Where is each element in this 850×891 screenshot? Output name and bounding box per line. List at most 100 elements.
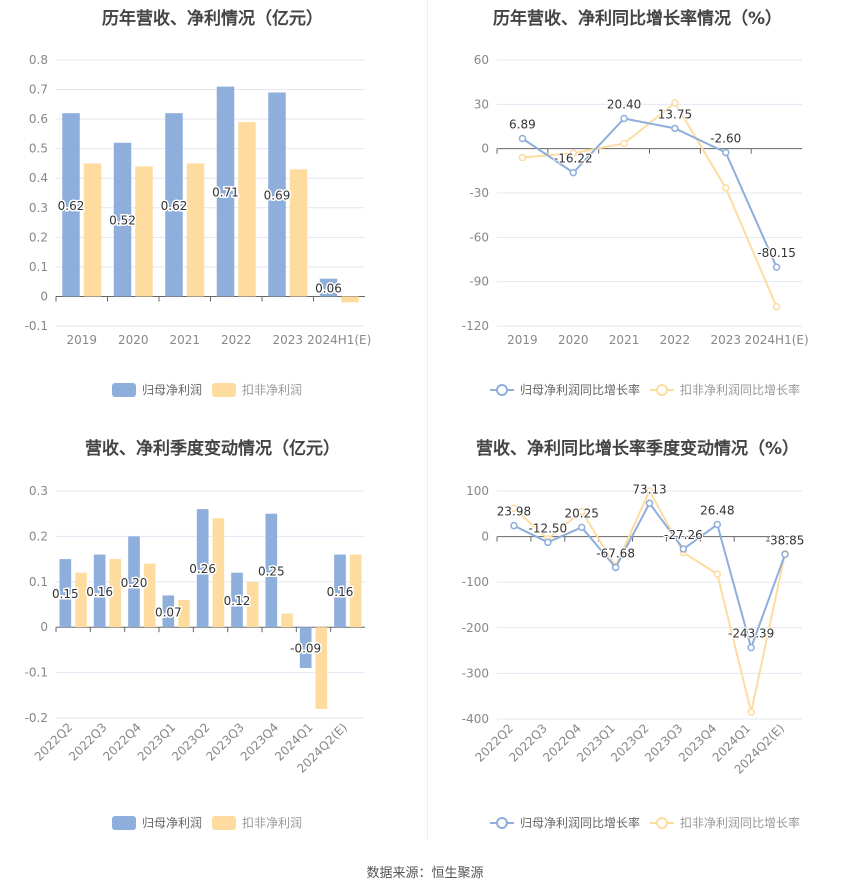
x-tick-label: 2023 — [272, 333, 303, 347]
y-tick-label: 0.5 — [29, 142, 48, 156]
data-point — [510, 521, 518, 530]
data-point — [620, 139, 628, 148]
data-label: 0.16 — [86, 585, 113, 599]
bar-net — [93, 554, 106, 628]
bar-deducted — [246, 581, 259, 628]
data-label: -0.09 — [290, 642, 321, 656]
x-tick-label: 2022 — [660, 333, 691, 347]
legend-swatch — [112, 816, 136, 830]
legend-label: 扣非净利润 — [242, 383, 302, 397]
data-label: 0.71 — [212, 186, 239, 200]
data-label: 20.25 — [565, 506, 599, 520]
bar-deducted — [238, 122, 256, 297]
x-tick-label: 2024H1(E) — [745, 333, 809, 347]
data-point — [577, 507, 586, 516]
data-point — [569, 149, 577, 157]
data-label: 0.52 — [109, 214, 136, 228]
y-tick-label: 0.6 — [29, 112, 48, 126]
chart-annual-growth: 历年营收、净利同比增长率情况（%） 60 30 0 -30 -60 -90 -120 2019 2… — [425, 0, 850, 430]
data-point — [679, 545, 688, 553]
data-label: 13.75 — [658, 107, 692, 121]
y-tick-label: -0.2 — [25, 711, 48, 725]
legend-marker-icon — [496, 817, 508, 829]
legend-label: 扣非净利润同比增长率 — [680, 382, 800, 397]
data-point — [772, 263, 781, 271]
y-tick-label: -0.1 — [25, 666, 48, 680]
data-point — [645, 487, 654, 495]
data-point — [722, 148, 730, 157]
bar-net — [319, 278, 338, 297]
data-point — [510, 504, 518, 513]
bar-net — [268, 92, 286, 297]
bar-net — [162, 595, 175, 628]
y-tick-label: 0.7 — [29, 83, 48, 97]
bar-net — [62, 113, 80, 297]
bar-net — [231, 572, 243, 628]
data-label: 0.69 — [264, 188, 291, 202]
data-point — [781, 550, 789, 559]
x-tick-label: 2019 — [507, 333, 538, 347]
x-tick-label: 2022 — [221, 333, 252, 347]
bar-net — [165, 113, 183, 297]
bar-net — [59, 559, 72, 628]
y-tick-label: 0.2 — [29, 529, 48, 543]
legend-label: 扣非净利润 — [242, 816, 302, 830]
y-tick-label: -300 — [462, 666, 489, 680]
y-tick-label: 0.2 — [29, 230, 48, 244]
y-tick-label: 60 — [474, 53, 489, 67]
data-label: 23.98 — [497, 505, 531, 519]
data-point — [518, 153, 527, 162]
y-tick-label: 0.1 — [29, 575, 48, 589]
y-tick-label: 0.1 — [29, 260, 48, 274]
data-point — [671, 124, 679, 133]
data-point — [722, 184, 730, 192]
data-label: 0.62 — [58, 199, 85, 213]
legend-swatch — [212, 383, 236, 397]
data-label: -12.50 — [528, 521, 567, 535]
y-tick-label: 0 — [481, 142, 489, 156]
data-point — [577, 523, 586, 532]
bar-deducted — [83, 163, 102, 297]
chart-svg: 0.8 0.7 0.6 0.5 0.4 0.3 0.2 0.1 0 -0.1 2019 2020 202… — [25, 53, 371, 397]
bar-deducted — [281, 613, 293, 628]
x-tick-label: 2019 — [66, 333, 97, 347]
data-label: -2.60 — [710, 132, 741, 146]
data-label: 26.48 — [700, 504, 734, 518]
data-point — [713, 570, 722, 578]
bar-deducted — [349, 554, 362, 628]
data-point — [747, 643, 755, 652]
data-point — [747, 708, 755, 716]
y-tick-label: -90 — [469, 275, 489, 289]
x-tick-label: 2020 — [118, 333, 149, 347]
data-label: -80.15 — [757, 246, 796, 260]
y-tick-label: 0.3 — [29, 484, 48, 498]
y-tick-label: 0.3 — [29, 201, 48, 215]
bar-net — [299, 627, 312, 669]
x-tick-label: 2021 — [609, 333, 640, 347]
data-label: -243.39 — [728, 627, 774, 641]
bar-net — [216, 86, 235, 297]
chart-title: 营收、净利季度变动情况（亿元） — [85, 439, 340, 459]
bar-deducted — [289, 169, 308, 297]
bar-net — [334, 554, 346, 628]
y-tick-label: 0 — [481, 530, 489, 544]
legend-swatch — [112, 383, 136, 397]
data-label: 0.16 — [327, 585, 354, 599]
y-tick-label: 30 — [474, 97, 489, 111]
chart-svg: 60 30 0 -30 -60 -90 -120 2019 2020 2021 2022 2023 20… — [462, 53, 809, 397]
data-label: -27.26 — [664, 528, 703, 542]
x-tick-label: 2023 — [710, 333, 741, 347]
bar-deducted — [75, 572, 87, 628]
y-tick-label: -0.1 — [25, 319, 48, 333]
y-tick-label: -100 — [462, 575, 489, 589]
legend-label: 归母净利润 — [142, 816, 202, 830]
y-tick-label: 100 — [466, 484, 489, 498]
data-point — [645, 499, 654, 508]
data-point — [772, 303, 781, 311]
data-label: 0.20 — [121, 576, 148, 590]
legend-marker-icon — [656, 384, 668, 396]
bar-deducted — [109, 559, 122, 628]
y-tick-label: -60 — [469, 230, 489, 244]
data-label: 0.12 — [224, 594, 251, 608]
x-tick-label: 2020 — [558, 333, 589, 347]
